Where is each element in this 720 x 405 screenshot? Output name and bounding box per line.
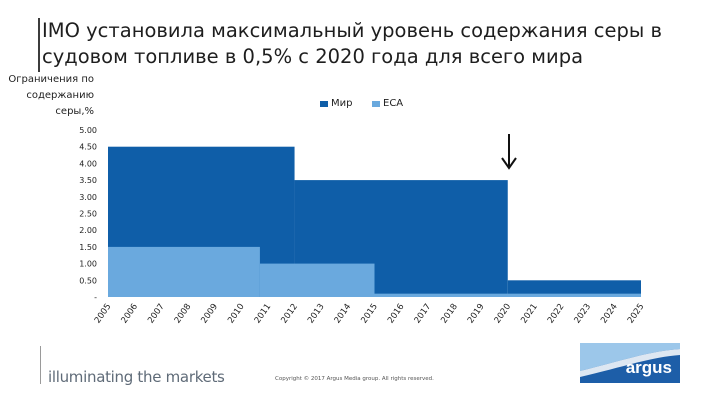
logo-text: argus bbox=[625, 358, 672, 377]
area-step-eca-1 bbox=[259, 263, 375, 297]
legend-label-eca: ECA bbox=[383, 98, 404, 109]
legend-swatch-eca bbox=[372, 101, 380, 107]
argus-logo-graphic bbox=[580, 343, 680, 383]
x-tick-label: 2018 bbox=[439, 302, 460, 325]
x-tick-label: 2023 bbox=[573, 302, 594, 325]
x-tick-label: 2024 bbox=[599, 302, 620, 325]
y-axis-label: Ограничения по содержанию серы,% bbox=[8, 74, 94, 117]
area-step-eca-2 bbox=[374, 293, 641, 297]
x-tick-label: 2017 bbox=[413, 302, 434, 325]
x-tick-label: 2013 bbox=[306, 302, 327, 325]
x-tick-label: 2007 bbox=[146, 302, 167, 325]
x-tick-label: 2016 bbox=[386, 302, 407, 325]
x-tick-label: 2008 bbox=[173, 302, 194, 325]
legend-label-world: Мир bbox=[331, 98, 353, 109]
y-tick-label: 4.50 bbox=[79, 143, 97, 152]
y-tick-label: 1.50 bbox=[79, 243, 97, 252]
y-tick-label: - bbox=[94, 293, 97, 302]
x-tick-label: 2021 bbox=[519, 302, 540, 325]
x-tick-label: 2011 bbox=[253, 302, 274, 325]
x-tick-label: 2022 bbox=[546, 302, 567, 325]
argus-logo: argus bbox=[580, 343, 680, 383]
y-tick-label: 0.50 bbox=[79, 276, 97, 285]
title-accent-bar bbox=[38, 18, 40, 72]
area-step-world-2 bbox=[507, 280, 641, 297]
x-tick-label: 2019 bbox=[466, 302, 487, 325]
x-tick-label: 2005 bbox=[93, 302, 114, 325]
slide-title: IMO установила максимальный уровень соде… bbox=[42, 19, 662, 68]
y-tick-label: 3.00 bbox=[79, 193, 97, 202]
y-tick-label: 2.00 bbox=[79, 226, 97, 235]
x-tick-label: 2012 bbox=[279, 302, 300, 325]
x-tick-label: 2015 bbox=[359, 302, 380, 325]
tagline: illuminating the markets bbox=[48, 368, 225, 386]
down-arrow-icon bbox=[501, 134, 517, 170]
y-tick-label: 3.50 bbox=[79, 176, 97, 185]
x-tick-label: 2006 bbox=[120, 302, 141, 325]
x-tick-label: 2025 bbox=[626, 302, 647, 325]
legend-swatch-world bbox=[320, 101, 328, 107]
copyright-notice: Copyright © 2017 Argus Media group. All … bbox=[275, 376, 434, 382]
x-tick-label: 2010 bbox=[226, 302, 247, 325]
y-tick-label: 1.00 bbox=[79, 260, 97, 269]
x-tick-label: 2020 bbox=[493, 302, 514, 325]
footer-divider bbox=[40, 346, 41, 384]
x-tick-label: 2014 bbox=[333, 302, 354, 325]
y-tick-label: 5.00 bbox=[79, 126, 97, 135]
area-step-eca-0 bbox=[108, 246, 260, 297]
y-tick-label: 2.50 bbox=[79, 210, 97, 219]
y-tick-label: 4.00 bbox=[79, 159, 97, 168]
x-tick-label: 2009 bbox=[199, 302, 220, 325]
